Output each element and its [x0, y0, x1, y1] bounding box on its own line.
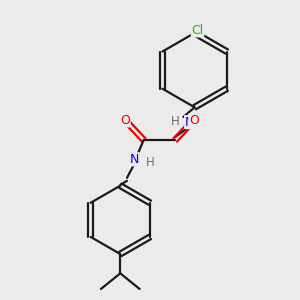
Text: O: O	[120, 114, 130, 127]
Text: H: H	[171, 115, 180, 128]
Text: N: N	[185, 116, 194, 129]
Text: O: O	[189, 114, 199, 127]
Text: Cl: Cl	[191, 24, 204, 37]
Text: H: H	[146, 156, 154, 169]
Text: N: N	[130, 153, 139, 166]
